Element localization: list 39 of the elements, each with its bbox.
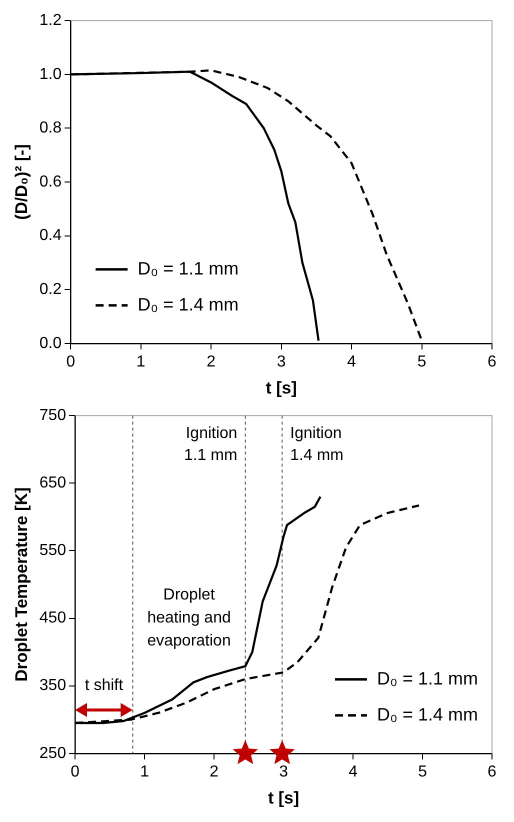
y-tick-label: 0.0 xyxy=(39,334,62,352)
x-tick-label: 0 xyxy=(66,353,76,370)
x-tick-label: 2 xyxy=(206,353,216,370)
y-tick-label: 0.8 xyxy=(39,120,62,137)
y-axis-title: (D/D₀)² [-] xyxy=(12,144,31,220)
y-axis-title: Droplet Temperature [K] xyxy=(12,487,31,682)
x-axis-title: t [s] xyxy=(266,378,297,398)
x-tick-label: 6 xyxy=(488,763,497,780)
annotation: Droplet heating and evaporation xyxy=(147,586,231,650)
legend-label: D₀ = 1.4 mm xyxy=(138,294,239,314)
x-tick-label: 4 xyxy=(347,353,356,370)
y-tick-label: 0.2 xyxy=(39,281,62,298)
x-tick-label: 3 xyxy=(279,763,288,780)
x-tick-label: 4 xyxy=(348,763,358,780)
y-tick-label: 750 xyxy=(39,407,66,424)
y-tick-label: 550 xyxy=(39,542,66,560)
x-tick-label: 5 xyxy=(417,353,426,370)
y-tick-label: 650 xyxy=(39,474,66,492)
y-tick-label: 450 xyxy=(39,610,66,627)
x-tick-label: 6 xyxy=(488,353,497,370)
annotation: t shift xyxy=(84,677,124,694)
y-tick-label: 1.0 xyxy=(39,66,62,83)
x-tick-label: 0 xyxy=(70,763,80,780)
legend-label: D₀ = 1.1 mm xyxy=(138,258,239,278)
y-tick-label: 0.4 xyxy=(39,227,62,244)
y-tick-label: 250 xyxy=(39,744,66,762)
x-tick-label: 5 xyxy=(418,763,428,780)
y-tick-label: 350 xyxy=(39,677,66,694)
ref-line-label: Ignition 1.1 mm xyxy=(184,425,238,464)
y-tick-label: 1.2 xyxy=(39,12,62,30)
x-tick-label: 2 xyxy=(210,763,219,780)
x-tick-label: 1 xyxy=(136,353,146,370)
legend-label: D₀ = 1.1 mm xyxy=(377,668,478,688)
x-axis-title: t [s] xyxy=(268,788,300,808)
ref-line-label: Ignition 1.4 mm xyxy=(290,425,344,464)
x-tick-label: 3 xyxy=(276,353,286,370)
legend-label: D₀ = 1.4 mm xyxy=(377,704,478,724)
x-tick-label: 1 xyxy=(140,763,150,780)
y-tick-label: 0.6 xyxy=(39,173,62,190)
